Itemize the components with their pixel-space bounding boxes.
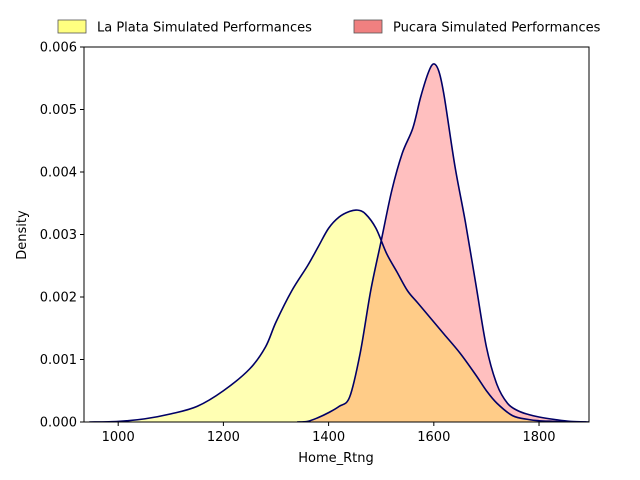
legend-label-pucara: Pucara Simulated Performances bbox=[393, 21, 601, 36]
x-tick-label: 1200 bbox=[207, 430, 240, 445]
legend-label-la-plata: La Plata Simulated Performances bbox=[97, 21, 312, 36]
y-tick-label: 0.002 bbox=[40, 291, 77, 306]
x-tick-label: 1400 bbox=[312, 430, 345, 445]
density-line-pucara bbox=[297, 63, 589, 422]
legend-swatch-pucara bbox=[353, 19, 383, 34]
x-tick-label: 1600 bbox=[417, 430, 450, 445]
y-tick-label: 0.004 bbox=[40, 166, 77, 181]
x-axis: 1000 1200 1400 1600 1800 bbox=[102, 422, 556, 445]
x-axis-label: Home_Rtng bbox=[298, 451, 374, 466]
legend: La Plata Simulated Performances Pucara Si… bbox=[57, 19, 601, 36]
y-axis: 0.000 0.001 0.002 0.003 0.004 0.005 0.006 bbox=[40, 41, 84, 431]
plot-area bbox=[89, 63, 589, 422]
y-tick-label: 0.000 bbox=[40, 416, 77, 431]
x-tick-label: 1000 bbox=[102, 430, 135, 445]
x-tick-label: 1800 bbox=[522, 430, 555, 445]
y-axis-label: Density bbox=[15, 210, 30, 260]
y-tick-label: 0.005 bbox=[40, 103, 77, 118]
density-area-la-plata bbox=[89, 209, 587, 422]
y-tick-label: 0.003 bbox=[40, 228, 77, 243]
y-tick-label: 0.006 bbox=[40, 41, 77, 56]
legend-swatch-la-plata bbox=[57, 19, 87, 34]
y-tick-label: 0.001 bbox=[40, 353, 77, 368]
density-line-la-plata bbox=[89, 209, 587, 422]
